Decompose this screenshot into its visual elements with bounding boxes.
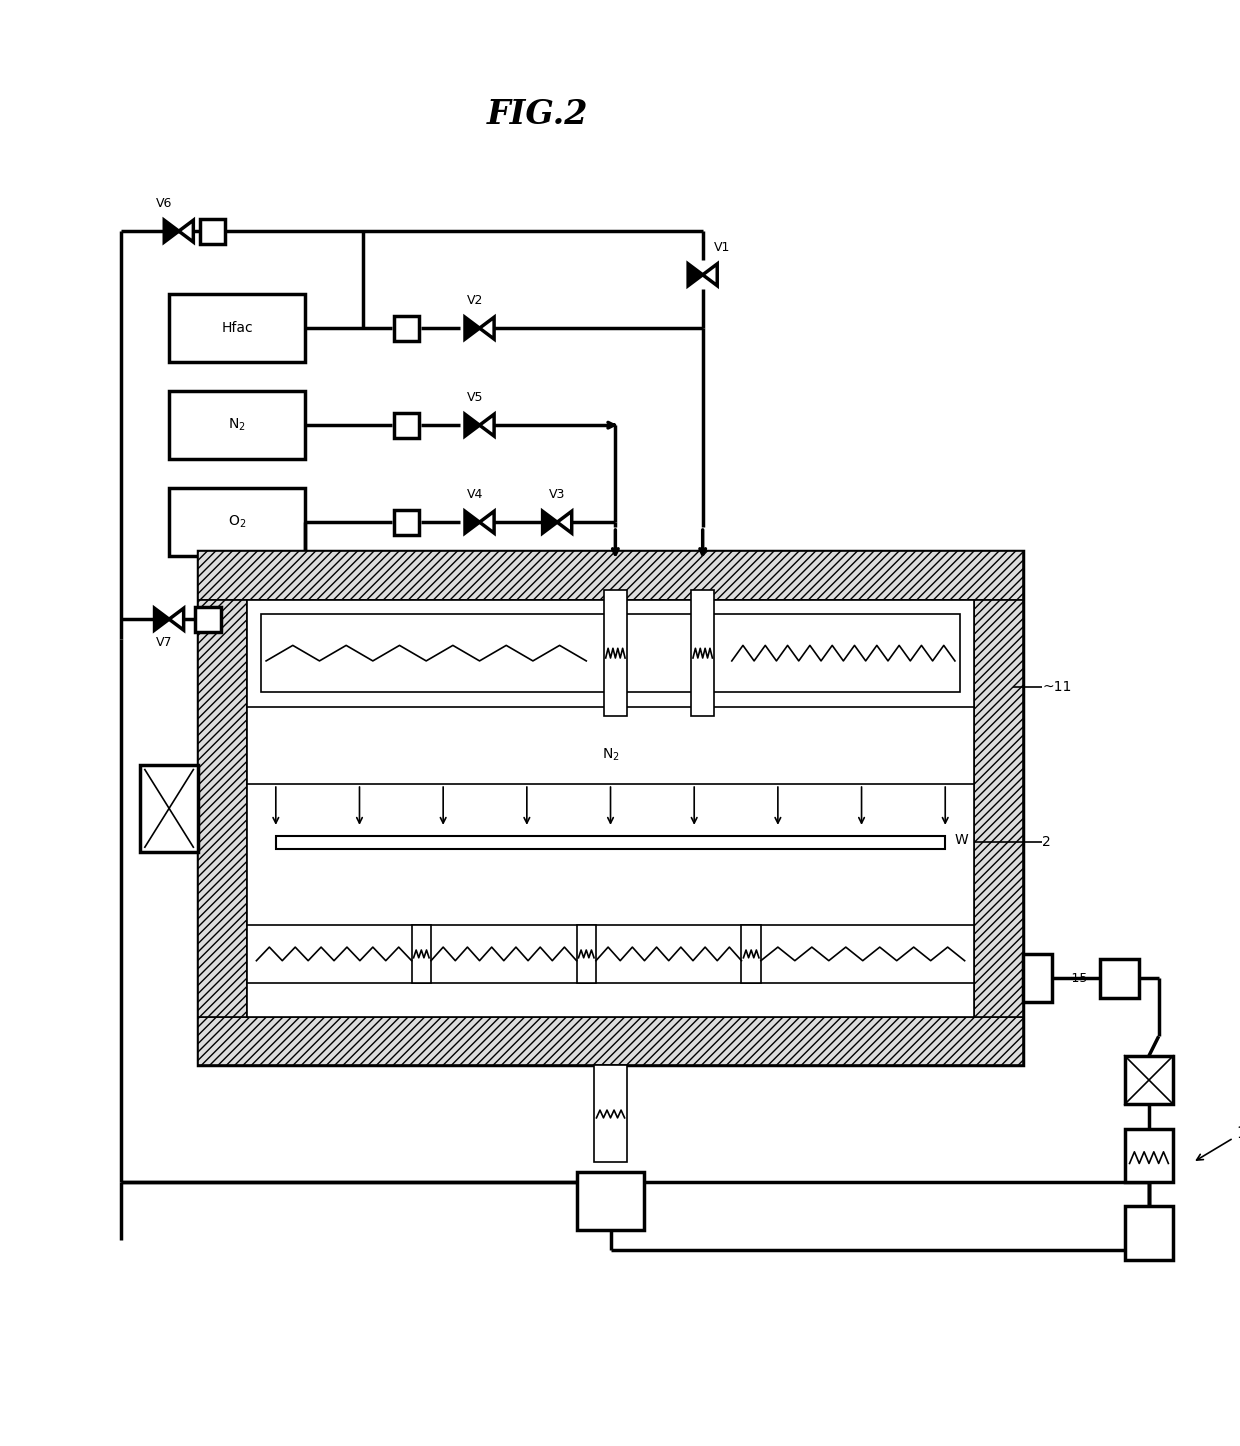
Polygon shape [543,512,557,534]
Bar [275,836,945,849]
Bar [394,315,419,341]
Polygon shape [179,220,193,241]
Polygon shape [557,512,572,534]
Text: V6: V6 [156,197,172,210]
Bar [247,707,975,784]
Bar [200,218,226,244]
Bar [975,600,1023,1017]
Text: N$_2$: N$_2$ [601,746,620,763]
Text: 2: 2 [1043,836,1052,849]
Text: N$_2$: N$_2$ [228,416,246,434]
Polygon shape [480,414,494,437]
Bar [140,765,198,852]
Bar [577,925,596,983]
Text: V2: V2 [466,294,482,307]
Bar [247,600,975,1017]
Bar [604,590,627,716]
Polygon shape [703,263,717,286]
Text: V4: V4 [466,487,482,500]
Bar [198,1017,1023,1066]
Bar [198,551,1023,600]
Polygon shape [164,220,179,241]
Bar [594,1066,627,1163]
Text: V5: V5 [466,390,482,403]
Bar [247,925,975,983]
Bar [247,895,975,925]
Bar [1125,1128,1173,1181]
Text: ~11: ~11 [1043,680,1071,694]
Bar [169,294,305,362]
Bar [577,1173,645,1231]
Polygon shape [465,512,480,534]
Bar [247,600,975,707]
Bar [1023,954,1052,1002]
Polygon shape [465,317,480,338]
Bar [195,606,221,632]
Bar [412,925,432,983]
Text: V3: V3 [549,487,565,500]
Polygon shape [688,263,703,286]
Bar [1125,1206,1173,1259]
Polygon shape [155,609,169,630]
Polygon shape [480,317,494,338]
Bar [198,551,1023,1066]
Text: ~15: ~15 [1061,972,1087,985]
Bar [169,392,305,460]
Bar [394,412,419,438]
Polygon shape [465,414,480,437]
Text: V1: V1 [714,240,730,253]
Text: FIG.2: FIG.2 [487,98,589,132]
Bar [742,925,761,983]
Text: O$_2$: O$_2$ [228,513,247,531]
Bar [1125,1056,1173,1105]
Text: Hfac: Hfac [221,321,253,335]
Text: V7: V7 [156,636,172,649]
Bar [691,590,714,716]
Polygon shape [169,609,184,630]
Bar [1100,959,1140,998]
Bar [247,983,975,1012]
Polygon shape [480,512,494,534]
Text: W: W [955,833,968,846]
Text: 1: 1 [1197,1126,1240,1160]
Bar [198,600,247,1017]
Bar [262,615,960,693]
Bar [169,489,305,557]
Bar [394,509,419,535]
